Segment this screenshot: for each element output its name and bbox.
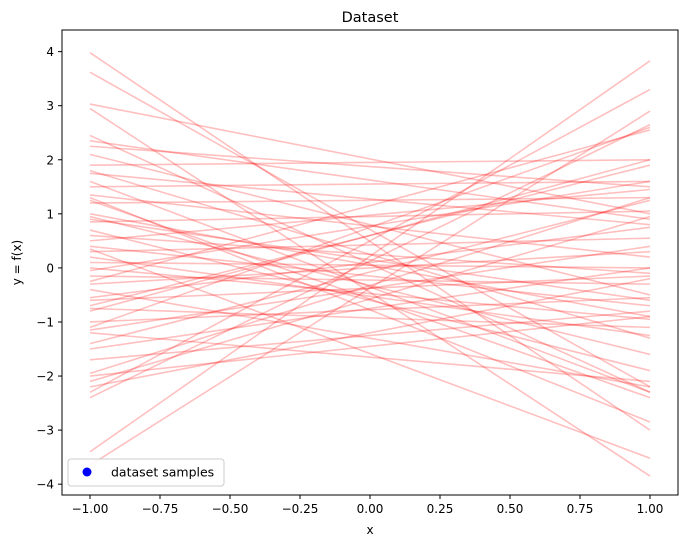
legend-marker-icon	[82, 467, 92, 477]
y-tick-label: −3	[36, 424, 54, 438]
series-line	[89, 158, 651, 312]
series-line	[89, 250, 651, 285]
x-tick-label: −1.00	[72, 502, 109, 516]
y-axis: −4 −3 −2 −1 0 1 2 3 4	[36, 45, 62, 492]
series-line	[89, 172, 651, 226]
series-line	[89, 245, 651, 331]
series-line	[89, 164, 651, 307]
series-line	[89, 103, 651, 215]
x-tick-label: −0.25	[282, 502, 319, 516]
x-axis-label: x	[366, 523, 373, 537]
series-lines	[89, 52, 651, 477]
series-line	[89, 248, 651, 459]
series-line	[89, 315, 651, 377]
x-tick-label: −0.75	[142, 502, 179, 516]
y-tick-label: 4	[46, 45, 54, 59]
series-line	[89, 196, 651, 375]
legend-entry-label: dataset samples	[111, 465, 214, 480]
y-tick-label: 0	[46, 261, 54, 275]
series-line	[89, 275, 651, 302]
x-tick-label: −0.50	[212, 502, 249, 516]
series-line	[89, 218, 651, 302]
y-axis-label: y = f(x)	[10, 240, 24, 285]
series-line	[89, 126, 651, 329]
series-line	[89, 180, 651, 272]
y-tick-label: 2	[46, 153, 54, 167]
series-line	[89, 107, 651, 477]
series-line	[89, 88, 651, 393]
series-line	[89, 60, 651, 453]
series-line	[89, 331, 651, 383]
y-tick-label: 3	[46, 99, 54, 113]
series-line	[89, 226, 651, 299]
series-line	[89, 245, 651, 307]
series-line	[89, 234, 651, 275]
series-line	[89, 199, 651, 345]
series-line	[89, 215, 651, 356]
x-tick-label: 0.50	[497, 502, 524, 516]
chart-title: Dataset	[342, 10, 399, 26]
series-line	[89, 275, 651, 285]
series-line	[89, 229, 651, 372]
series-line	[89, 213, 651, 318]
series-line	[89, 307, 651, 329]
series-line	[89, 140, 651, 221]
series-line	[89, 267, 651, 321]
series-line	[89, 145, 651, 188]
series-line	[89, 129, 651, 283]
legend-box	[67, 458, 225, 487]
y-tick-label: 1	[46, 207, 54, 221]
series-line	[89, 153, 651, 296]
series-line	[89, 261, 651, 269]
y-tick-label: −2	[36, 370, 54, 384]
x-tick-label: 0.25	[427, 502, 454, 516]
y-tick-label: −1	[36, 315, 54, 329]
series-line	[89, 199, 651, 399]
series-line	[89, 194, 651, 258]
series-line	[89, 267, 651, 350]
x-tick-label: 1.00	[637, 502, 664, 516]
series-line	[89, 169, 651, 339]
series-line	[89, 215, 651, 383]
x-tick-label: 0.00	[357, 502, 384, 516]
series-line	[89, 277, 651, 388]
series-line	[89, 123, 651, 399]
series-line	[89, 188, 651, 242]
series-line	[89, 196, 651, 423]
x-axis: −1.00 −0.75 −0.50 −0.25 0.00 0.25 0.50 0.75 1.00	[72, 495, 664, 516]
series-line	[89, 134, 651, 393]
series-line	[89, 310, 651, 361]
series-line	[89, 237, 651, 253]
x-tick-label: 0.75	[567, 502, 594, 516]
series-line	[89, 52, 651, 431]
y-tick-label: −4	[36, 478, 54, 492]
series-line	[89, 196, 651, 204]
legend: dataset samples	[67, 458, 225, 487]
series-line	[89, 210, 651, 223]
series-line	[89, 110, 651, 466]
series-line	[89, 256, 651, 337]
series-line	[89, 180, 651, 188]
series-line	[89, 180, 651, 394]
series-line	[89, 158, 651, 166]
series-line	[89, 288, 651, 388]
series-line	[89, 71, 651, 388]
series-line	[89, 296, 651, 323]
